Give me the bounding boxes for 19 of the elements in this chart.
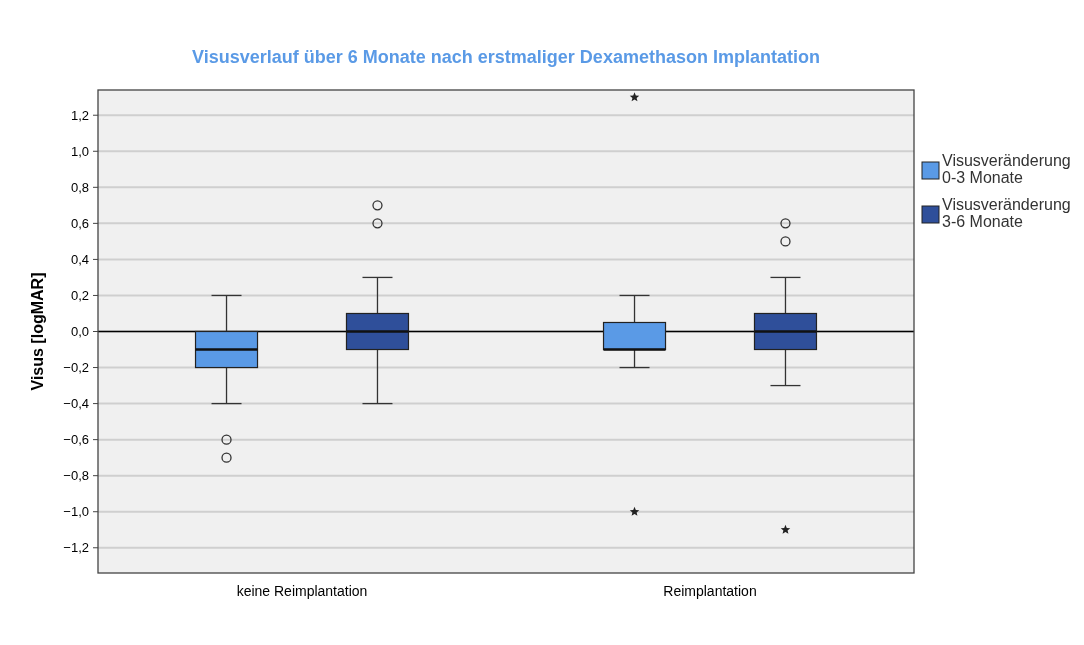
y-tick-label: 1,0 — [70, 143, 89, 159]
y-tick-label: 0,4 — [70, 251, 89, 267]
legend-label: Visusveränderung 3-6 Monate — [942, 196, 1071, 230]
y-tick-label: −1,2 — [63, 540, 89, 556]
y-tick-label: 0,6 — [70, 215, 89, 231]
y-tick-label: 0,2 — [70, 288, 89, 304]
y-tick-label: −0,4 — [63, 396, 89, 412]
y-tick-label: 0,0 — [70, 324, 89, 340]
y-tick-label: −0,2 — [63, 360, 89, 376]
y-axis-title: Visus [logMAR] — [29, 272, 46, 391]
y-tick-label: 1,2 — [70, 107, 89, 123]
y-tick-label: −1,0 — [63, 504, 89, 520]
y-tick-label: −0,6 — [63, 432, 89, 448]
y-tick-label: −0,8 — [63, 468, 89, 484]
y-tick-label: 0,8 — [70, 179, 89, 195]
x-tick-label: keine Reimplantation — [236, 583, 368, 599]
legend-label: Visusveränderung 0-3 Monate — [942, 152, 1071, 186]
x-tick-label: Reimplantation — [663, 583, 757, 599]
chart-title: Visusverlauf über 6 Monate nach erstmaliger Dexamethason Implantation — [192, 47, 820, 67]
